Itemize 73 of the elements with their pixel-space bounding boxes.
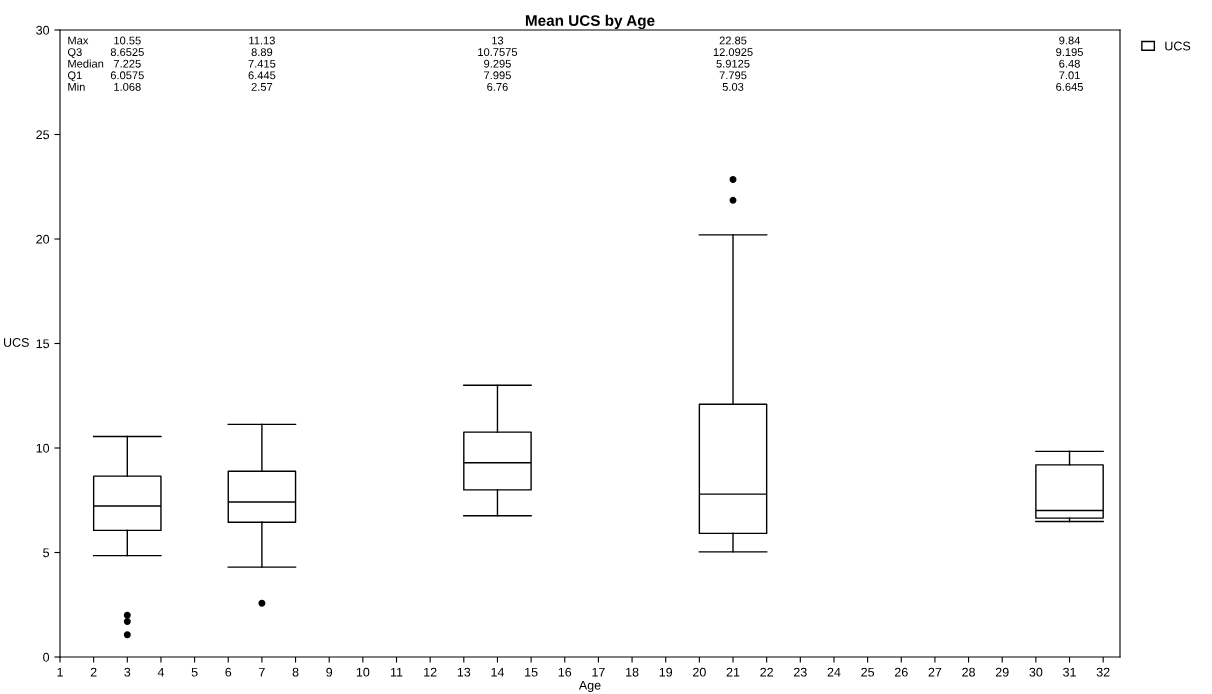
x-tick-label: 14 [491,667,505,677]
annotation: 6.445 [248,71,276,80]
x-tick-label: 13 [457,667,471,677]
annotation: 13 [492,36,504,45]
x-tick-label: 27 [928,667,942,677]
x-tick-label: 15 [525,667,538,677]
x-tick-label: 19 [659,667,673,677]
x-tick-label: 23 [794,667,807,677]
y-tick-label: 5 [43,548,50,558]
annotation: Max [68,36,89,45]
y-tick-label: 15 [36,339,50,349]
x-tick-label: 10 [356,667,370,677]
y-tick-label: 10 [36,443,50,453]
x-tick-label: 9 [326,667,333,677]
y-tick-label: 0 [43,652,50,662]
y-axis-title: UCS [4,338,29,347]
annotation: 9.195 [1056,48,1083,57]
x-tick-label: 16 [558,667,572,677]
annotation: 7.01 [1059,71,1080,80]
annotation: 7.225 [113,59,141,68]
annotation: 5.03 [722,82,744,91]
chart-title: Mean UCS by Age [525,14,655,30]
x-tick-label: 32 [1096,667,1110,677]
x-tick-label: 20 [693,667,706,677]
annotation: Median [68,59,104,68]
annotation: Min [68,82,85,91]
x-tick-label: 18 [626,667,639,677]
x-tick-label: 5 [191,667,198,677]
x-tick-label: 17 [592,667,605,677]
legend-label: UCS [1165,41,1191,51]
y-tick-label: 30 [36,25,50,35]
annotation: 2.57 [251,82,273,91]
x-tick-label: 6 [225,667,232,677]
annotation: 22.85 [719,36,747,45]
x-tick-label: 25 [861,667,875,677]
annotation: 12.0925 [713,48,753,57]
x-tick-label: 28 [962,667,975,677]
x-tick-label: 7 [259,667,265,677]
annotation: 10.7575 [478,48,518,57]
x-tick-label: 12 [424,667,437,677]
x-tick-label: 3 [124,667,131,677]
y-tick-label: 25 [36,130,50,140]
annotation: Q3 [67,48,82,59]
annotation: 8.89 [251,48,273,57]
annotation: 11.13 [249,36,275,45]
x-tick-label: 11 [390,667,403,677]
annotation: 1.068 [114,82,141,91]
annotation: 7.995 [484,71,511,80]
x-tick-label: 29 [995,667,1009,677]
annotation: Q1 [67,71,82,82]
annotation: 8.6525 [110,48,144,57]
x-tick-label: 26 [894,667,908,677]
x-tick-label: 22 [760,667,773,677]
x-axis-title: Age [578,680,601,693]
annotation: 7.795 [719,71,747,80]
x-tick-label: 1 [57,667,63,677]
annotation: 5.9125 [716,59,750,68]
annotation: 10.55 [114,36,141,45]
y-tick-label: 20 [36,234,50,244]
annotation: 6.645 [1056,82,1083,91]
x-tick-label: 2 [90,667,97,677]
annotation: 6.0575 [110,71,144,80]
x-tick-label: 30 [1029,667,1043,677]
annotation: 7.415 [248,59,276,68]
x-tick-label: 24 [827,667,841,677]
x-tick-label: 8 [292,667,299,677]
annotation: 9.295 [484,59,511,68]
annotation: 9.84 [1059,36,1081,45]
annotation: 6.48 [1059,59,1080,68]
x-tick-label: 21 [726,667,740,677]
annotation: 6.76 [487,82,508,91]
x-tick-label: 4 [157,667,165,677]
x-tick-label: 31 [1063,667,1076,677]
